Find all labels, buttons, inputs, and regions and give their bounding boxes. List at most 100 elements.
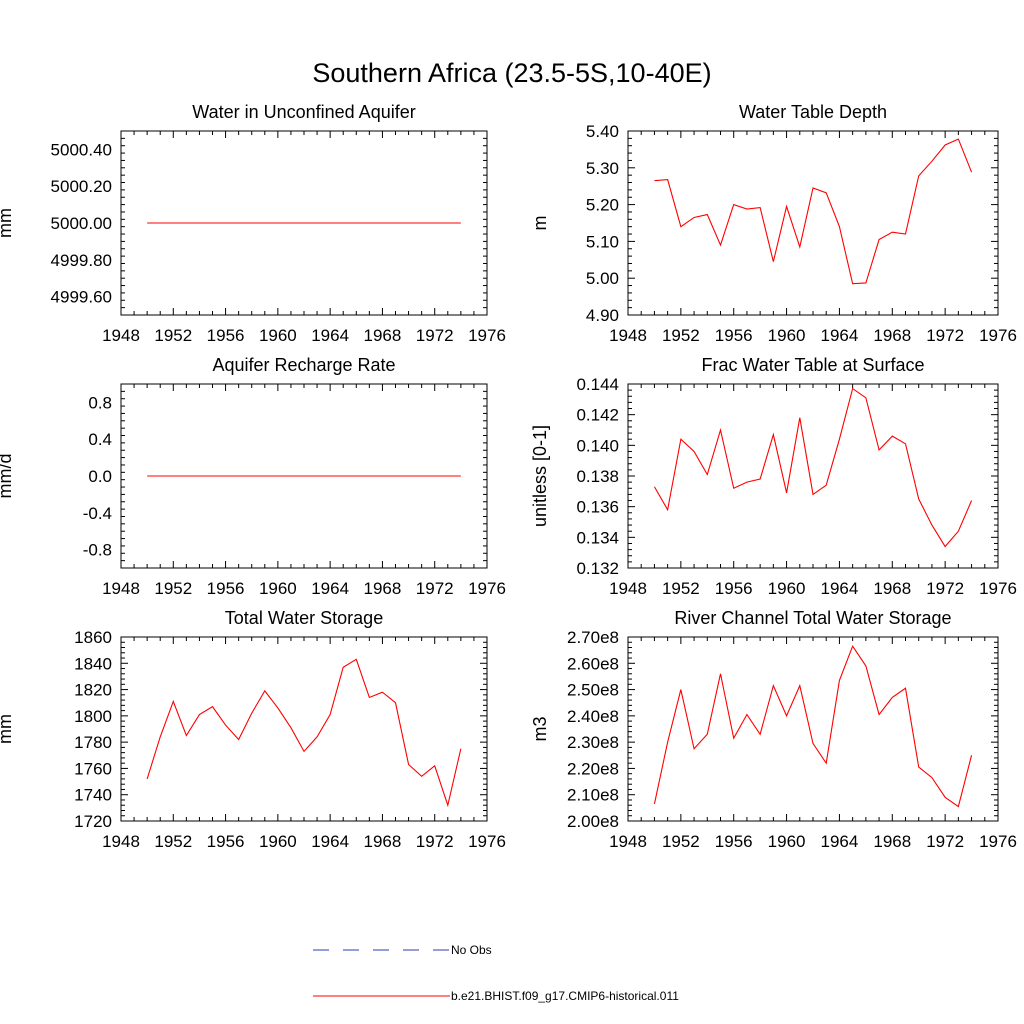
x-tick-label: 1972 (926, 832, 964, 851)
y-tick-label: 0.0 (88, 467, 112, 486)
y-tick-label: 2.00e8 (567, 812, 619, 831)
y-tick-label: 4999.80 (51, 251, 112, 270)
plot-frame (627, 130, 999, 316)
y-tick-label: -0.8 (83, 541, 112, 560)
x-tick-label: 1960 (768, 579, 806, 598)
y-tick-label: 5.20 (586, 196, 619, 215)
x-tick-label: 1952 (662, 326, 700, 345)
x-tick-label: 1964 (311, 326, 349, 345)
x-tick-label: 1968 (364, 579, 402, 598)
x-tick-label: 1972 (926, 326, 964, 345)
series-line (653, 645, 973, 808)
y-axis-label: mm/d (0, 454, 15, 499)
x-tick-label: 1952 (662, 579, 700, 598)
x-tick-label: 1968 (873, 579, 911, 598)
y-tick-label: 2.40e8 (567, 707, 619, 726)
x-tick-label: 1976 (979, 326, 1017, 345)
x-tick-label: 1948 (609, 832, 647, 851)
x-tick-label: 1948 (609, 326, 647, 345)
y-tick-label: 1860 (74, 628, 112, 647)
y-tick-label: 5.30 (586, 159, 619, 178)
y-axis-label: unitless [0-1] (530, 425, 550, 527)
x-tick-label: 1956 (207, 832, 245, 851)
plot-frame (627, 383, 999, 569)
x-tick-label: 1952 (154, 579, 192, 598)
panel-4: Frac Water Table at Surface 1948 1952 1956 1… (530, 355, 1017, 598)
y-tick-label: 1780 (74, 733, 112, 752)
legend-model-label: b.e21.BHIST.f09_g17.CMIP6-historical.011 (451, 989, 679, 1003)
y-tick-label: 0.138 (576, 467, 619, 486)
panel-6: River Channel Total Water Storage 1948 195… (530, 608, 1017, 851)
x-tick-label: 1960 (259, 579, 297, 598)
series-line (146, 658, 462, 808)
y-tick-label: 2.10e8 (567, 786, 619, 805)
y-tick-label: 0.8 (88, 393, 112, 412)
x-tick-label: 1968 (873, 326, 911, 345)
x-tick-label: 1956 (715, 832, 753, 851)
y-tick-label: 2.50e8 (567, 681, 619, 700)
y-axis-label: mm (0, 714, 15, 744)
x-tick-label: 1956 (207, 326, 245, 345)
x-tick-label: 1968 (364, 832, 402, 851)
x-tick-label: 1976 (468, 579, 506, 598)
x-tick-label: 1964 (311, 832, 349, 851)
x-tick-label: 1964 (311, 579, 349, 598)
x-tick-label: 1952 (154, 326, 192, 345)
x-tick-label: 1960 (259, 326, 297, 345)
x-tick-label: 1968 (364, 326, 402, 345)
x-tick-label: 1956 (715, 579, 753, 598)
y-tick-label: 5000.00 (51, 214, 112, 233)
y-tick-label: 4999.60 (51, 288, 112, 307)
legend: No Obs b.e21.BHIST.f09_g17.CMIP6-historic… (313, 943, 679, 1003)
x-tick-label: 1968 (873, 832, 911, 851)
series-line (653, 387, 973, 548)
x-tick-label: 1960 (768, 326, 806, 345)
y-tick-label: 5.10 (586, 232, 619, 251)
y-tick-label: 1740 (74, 786, 112, 805)
panel-3: Aquifer Recharge Rate 1948 1952 1956 1960 196… (0, 355, 506, 598)
y-tick-label: -0.4 (83, 504, 112, 523)
x-tick-label: 1972 (416, 832, 454, 851)
x-tick-label: 1956 (207, 579, 245, 598)
y-tick-label: 0.142 (576, 406, 619, 425)
y-tick-label: 1720 (74, 812, 112, 831)
panel-title: Total Water Storage (225, 608, 383, 628)
x-tick-label: 1948 (102, 579, 140, 598)
y-axis-label: mm (0, 208, 15, 238)
x-tick-label: 1972 (416, 326, 454, 345)
series-line (654, 138, 973, 285)
y-tick-label: 2.30e8 (567, 733, 619, 752)
y-tick-label: 0.132 (576, 559, 619, 578)
y-tick-label: 0.140 (576, 436, 619, 455)
x-tick-label: 1976 (979, 832, 1017, 851)
y-tick-label: 1820 (74, 681, 112, 700)
x-tick-label: 1960 (259, 832, 297, 851)
x-tick-label: 1956 (715, 326, 753, 345)
panels: Water in Unconfined Aquifer 1948 1952 1956 1… (0, 102, 1017, 851)
x-tick-label: 1976 (468, 326, 506, 345)
y-tick-label: 0.4 (88, 430, 112, 449)
y-tick-label: 1840 (74, 654, 112, 673)
x-tick-label: 1972 (416, 579, 454, 598)
y-tick-label: 2.20e8 (567, 759, 619, 778)
panel-5: Total Water Storage 1948 1952 1956 1960 1964 1… (0, 608, 506, 851)
x-tick-label: 1952 (662, 832, 700, 851)
y-tick-label: 5.00 (586, 269, 619, 288)
y-axis-label: m (530, 216, 550, 231)
panel-2: Water Table Depth 1948 1952 1956 1960 1964 196… (530, 102, 1017, 345)
panel-title: Water Table Depth (739, 102, 887, 122)
x-tick-label: 1964 (821, 832, 859, 851)
x-tick-label: 1976 (979, 579, 1017, 598)
y-tick-label: 5.40 (586, 122, 619, 141)
y-tick-label: 1800 (74, 707, 112, 726)
y-tick-label: 5000.20 (51, 177, 112, 196)
y-tick-label: 0.134 (576, 528, 619, 547)
y-tick-label: 4.90 (586, 306, 619, 325)
x-tick-label: 1964 (821, 326, 859, 345)
panel-title: Aquifer Recharge Rate (212, 355, 395, 375)
panel-title: Water in Unconfined Aquifer (192, 102, 415, 122)
panel-title: Frac Water Table at Surface (701, 355, 924, 375)
y-tick-label: 0.136 (576, 498, 619, 517)
x-tick-label: 1964 (821, 579, 859, 598)
